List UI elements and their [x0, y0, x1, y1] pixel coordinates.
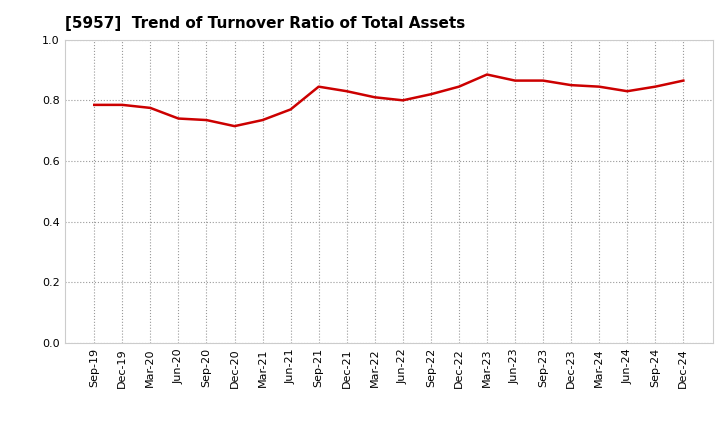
Text: [5957]  Trend of Turnover Ratio of Total Assets: [5957] Trend of Turnover Ratio of Total …	[65, 16, 465, 32]
